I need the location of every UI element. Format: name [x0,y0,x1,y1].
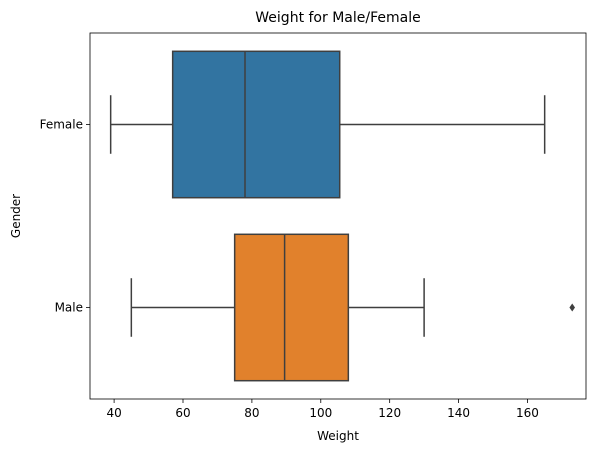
chart-title: Weight for Male/Female [255,10,420,26]
x-tick-label-80: 80 [244,406,259,420]
outlier-point-male-0 [569,303,576,312]
x-tick-label-100: 100 [309,406,332,420]
y-tick-label-male: Male [55,301,83,315]
x-tick-label-140: 140 [447,406,470,420]
box-male [233,233,350,382]
x-tick-label-60: 60 [175,406,190,420]
x-tick-label-120: 120 [378,406,401,420]
boxes-layer [109,50,576,382]
x-tick-label-40: 40 [106,406,121,420]
x-axis-label: Weight [317,429,359,443]
box-group-male [130,233,576,382]
y-tick-label-female: Female [40,118,83,132]
plot-frame [89,32,587,400]
y-axis-label: Gender [9,194,23,238]
ticks-layer: Female Male 40 60 80 100 120 140 160 [40,118,539,421]
x-tick-label-160: 160 [516,406,539,420]
box-female [171,50,341,199]
box-group-female [109,50,546,199]
